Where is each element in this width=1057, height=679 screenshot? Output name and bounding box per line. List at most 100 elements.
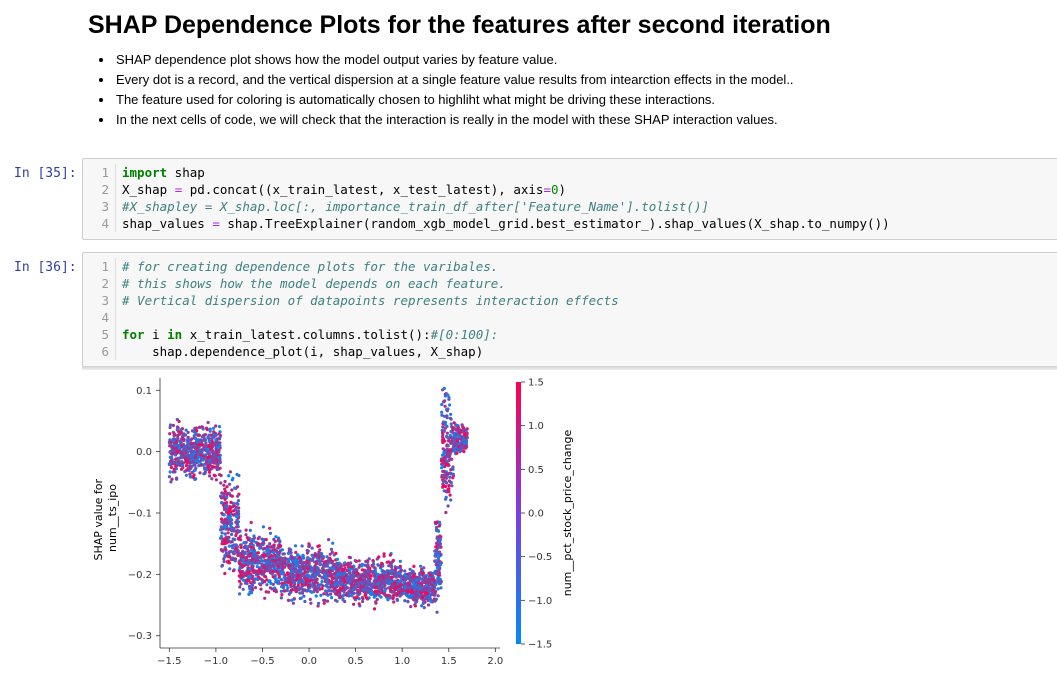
scatter-point: [338, 594, 342, 598]
scatter-point: [421, 601, 425, 605]
scatter-point: [177, 419, 181, 424]
scatter-point: [230, 532, 234, 537]
scatter-point: [245, 581, 249, 586]
scatter-point: [186, 450, 190, 454]
scatter-point: [253, 577, 257, 581]
scatter-point: [286, 586, 290, 590]
scatter-point: [351, 584, 355, 588]
code-editor[interactable]: 1 import shap 2 X_shap = pd.concat((x_trai…: [82, 158, 1057, 240]
scatter-point: [220, 542, 224, 546]
scatter-point: [387, 560, 391, 564]
cell-output: −1.5 −1.0 −0.5 0.0 0.5 1.0 1.5 2.0 0.1 0.0 −0.1 −0…: [82, 370, 1057, 674]
scatter-point: [228, 517, 232, 521]
scatter-point: [376, 589, 380, 594]
scatter-point: [233, 486, 237, 490]
scatter-point: [218, 436, 222, 440]
scatter-point: [446, 463, 450, 467]
code-line: 3 # Vertical dispersion of datapoints rep…: [101, 292, 619, 309]
scatter-point: [337, 563, 341, 567]
scatter-point: [205, 426, 209, 430]
scatter-point: [436, 594, 440, 598]
scatter-point: [336, 583, 340, 588]
scatter-point: [438, 534, 442, 538]
scatter-point: [435, 566, 439, 570]
scatter-point: [364, 571, 368, 576]
scatter-point: [388, 553, 392, 557]
scatter-point: [287, 560, 291, 564]
scatter-point: [276, 546, 280, 550]
scatter-point: [245, 555, 249, 559]
scatter-point: [436, 563, 440, 567]
scatter-point: [350, 565, 354, 569]
scatter-point: [239, 545, 243, 549]
cell-prompt: In [35]:: [14, 166, 77, 181]
scatter-point: [228, 470, 232, 474]
y-axis-label: SHAP value for num__ts_ipo: [92, 475, 119, 560]
scatter-point: [317, 601, 321, 605]
scatter-point: [232, 552, 236, 556]
scatter-point: [313, 569, 317, 573]
scatter-point: [382, 554, 386, 558]
scatter-point: [394, 591, 398, 595]
scatter-point: [229, 520, 233, 524]
scatter-point: [458, 450, 462, 454]
scatter-point: [222, 513, 226, 517]
colorbar-tick-label: −1.5: [528, 640, 552, 651]
scatter-point: [193, 463, 197, 467]
scatter-point: [174, 453, 178, 457]
scatter-point: [419, 589, 423, 594]
scatter-point: [277, 574, 281, 578]
scatter-point: [332, 587, 336, 591]
scatter-point: [309, 558, 313, 562]
scatter-point: [226, 531, 230, 535]
scatter-point: [414, 600, 418, 604]
scatter-point: [297, 573, 301, 577]
scatter-point: [357, 597, 361, 601]
scatter-point: [356, 588, 360, 592]
scatter-point: [181, 466, 185, 470]
scatter-point: [197, 449, 201, 453]
scatter-point: [170, 451, 175, 455]
scatter-point: [192, 473, 196, 477]
x-tick-label: 0.5: [348, 656, 364, 667]
scatter-point: [321, 584, 325, 588]
scatter-point: [232, 529, 236, 533]
scatter-point: [329, 547, 334, 551]
scatter-point: [248, 590, 252, 594]
scatter-point: [267, 590, 271, 594]
scatter-point: [349, 561, 353, 565]
scatter-point: [168, 470, 172, 474]
scatter-point: [448, 433, 452, 438]
scatter-point: [205, 468, 209, 472]
scatter-point: [325, 564, 329, 568]
scatter-point: [225, 510, 229, 514]
colorbar-tick-label: 1.0: [528, 421, 544, 432]
scatter-point: [436, 543, 440, 547]
scatter-point: [441, 483, 445, 487]
scatter-point: [320, 587, 324, 591]
scatter-point: [250, 538, 254, 542]
scatter-point: [250, 565, 254, 569]
scatter-point: [208, 468, 212, 472]
x-tick-label: 1.0: [394, 656, 410, 667]
scatter-point: [448, 416, 452, 420]
scatter-point: [278, 550, 282, 554]
y-tick-label: 0.1: [136, 386, 152, 397]
scatter-point: [263, 546, 267, 550]
scatter-point: [205, 459, 209, 463]
scatter-point: [341, 598, 345, 602]
code-line: 1 # for creating dependence plots for the…: [101, 258, 499, 275]
scatter-point: [206, 447, 210, 451]
scatter-point: [218, 430, 222, 434]
scatter-point: [304, 589, 308, 593]
scatter-point: [236, 494, 240, 498]
scatter-point: [232, 526, 236, 531]
scatter-point: [436, 575, 440, 579]
scatter-point: [445, 431, 449, 435]
scatter-point: [387, 564, 391, 568]
scatter-point: [412, 582, 416, 586]
scatter-point: [435, 610, 439, 614]
scatter-point: [266, 547, 270, 551]
code-editor[interactable]: 1 # for creating dependence plots for the…: [82, 252, 1057, 368]
scatter-point: [392, 593, 396, 597]
